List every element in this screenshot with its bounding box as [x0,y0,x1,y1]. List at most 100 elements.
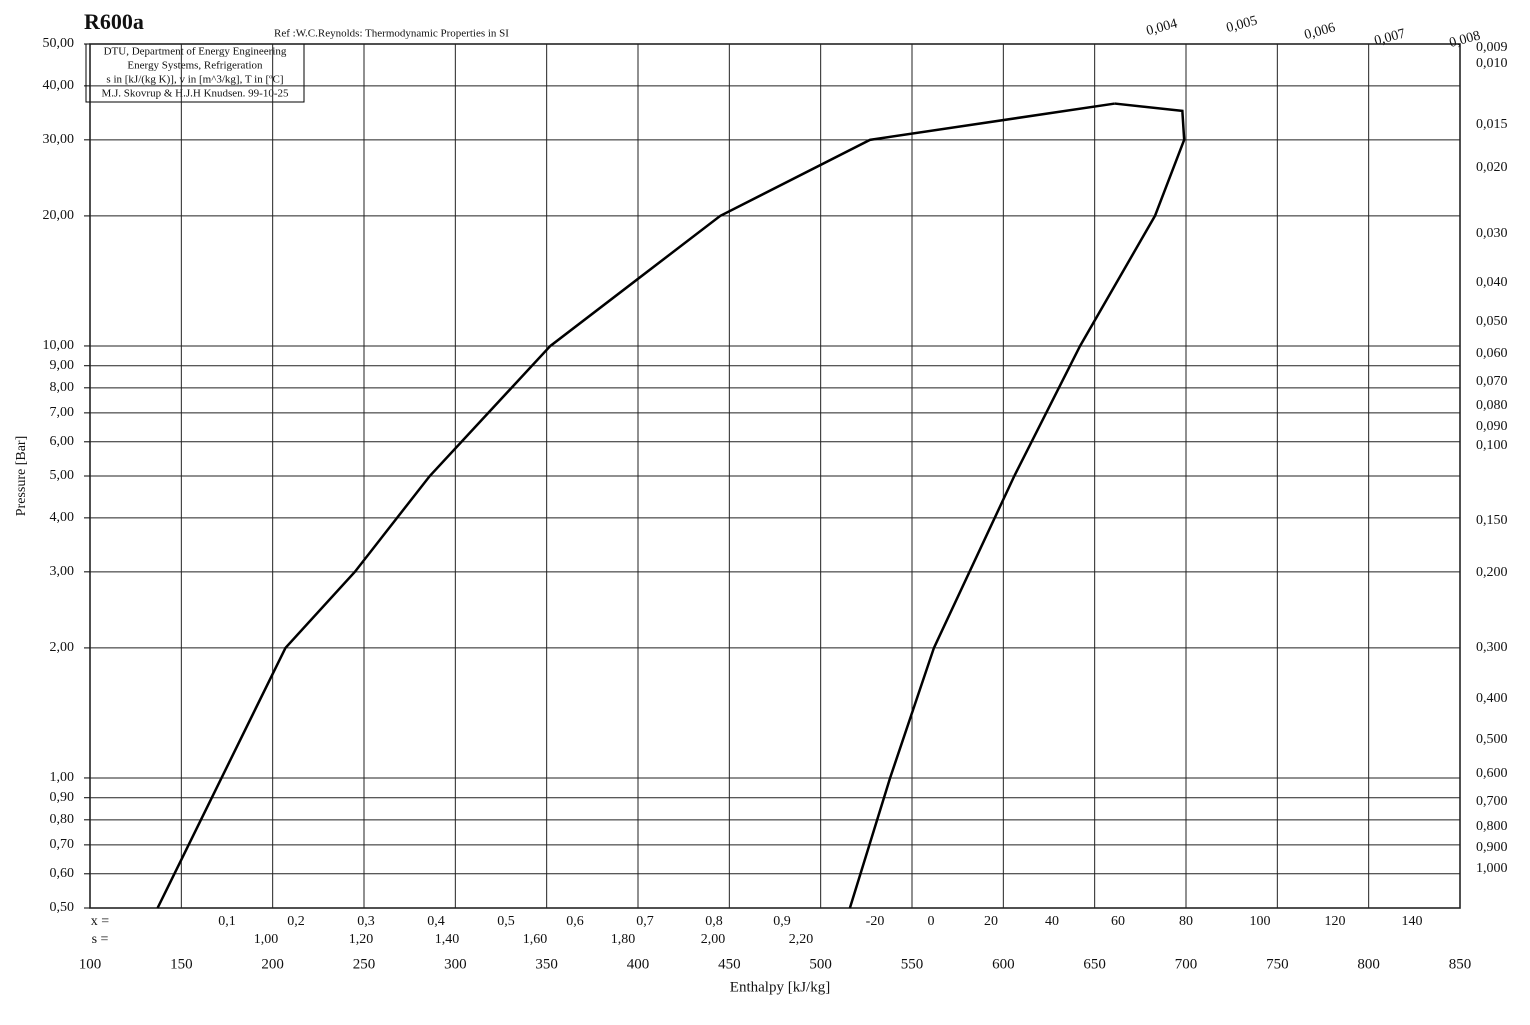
info-line: M.J. Skovrup & H.J.H Knudsen. 99-10-25 [102,88,290,100]
entropy-label: 1,60 [523,932,548,947]
x-tick-label: 600 [992,956,1015,972]
y-tick-label: 2,00 [50,640,75,655]
volume-label: 0,070 [1476,374,1508,389]
quality-label: 0,3 [357,914,375,929]
quality-label: 0,9 [773,914,791,929]
volume-label: 0,010 [1476,56,1508,71]
quality-label: 0,8 [705,914,723,929]
x-tick-label: 300 [444,956,467,972]
y-tick-label: 1,00 [50,770,75,785]
y-tick-label: 3,00 [50,564,75,579]
temperature-label: 80 [1179,914,1193,929]
x-tick-label: 150 [170,956,193,972]
x-tick-label: 200 [261,956,284,972]
quality-label: 0,5 [497,914,515,929]
entropy-label: 1,00 [254,932,279,947]
volume-label: 0,020 [1476,160,1508,175]
volume-label: 0,030 [1476,226,1508,241]
y-tick-label: 10,00 [43,338,75,353]
y-tick-label: 50,00 [43,36,75,51]
chart-subtitle: Ref :W.C.Reynolds: Thermodynamic Propert… [274,28,509,40]
x-tick-label: 500 [809,956,832,972]
y-tick-label: 5,00 [50,468,75,483]
entropy-label: 2,00 [701,932,726,947]
x-tick-label: 100 [79,956,102,972]
info-line: Energy Systems, Refrigeration [127,60,263,72]
volume-label: 0,005 [1225,13,1259,36]
volume-label: 0,500 [1476,732,1508,747]
s-row-label: s = [92,932,109,947]
volume-label: 0,300 [1476,640,1508,655]
y-axis-label: Pressure [Bar] [14,436,29,516]
x-tick-label: 750 [1266,956,1289,972]
y-tick-label: 4,00 [50,510,75,525]
y-tick-label: 7,00 [50,405,75,420]
quality-label: 0,7 [636,914,654,929]
temperature-label: 40 [1045,914,1059,929]
y-tick-label: 0,70 [50,837,75,852]
y-tick-label: 20,00 [43,208,75,223]
volume-label: 0,400 [1476,691,1508,706]
x-tick-label: 550 [901,956,924,972]
quality-label: 0,4 [427,914,445,929]
entropy-label: 1,80 [611,932,636,947]
saturation-line [848,102,1186,909]
saturation-line [156,102,1115,909]
x-tick-label: 700 [1175,956,1198,972]
x-tick-label: 650 [1083,956,1106,972]
entropy-label: 1,40 [435,932,460,947]
volume-label: 0,600 [1476,766,1508,781]
y-tick-label: 0,50 [50,900,75,915]
volume-label: 0,100 [1476,438,1508,453]
x-tick-label: 800 [1357,956,1380,972]
volume-label: 0,004 [1145,16,1179,39]
volume-label: 0,150 [1476,513,1508,528]
volume-label: 0,040 [1476,275,1508,290]
volume-label: 0,080 [1476,398,1508,413]
quality-label: 0,6 [566,914,584,929]
info-line: DTU, Department of Energy Engineering [104,46,287,58]
volume-label: 0,200 [1476,565,1508,580]
entropy-label: 2,20 [789,932,814,947]
y-tick-label: 8,00 [50,380,75,395]
volume-label: 0,060 [1476,346,1508,361]
volume-label: 0,007 [1373,26,1407,49]
temperature-label: 0 [928,914,935,929]
y-tick-label: 30,00 [43,132,75,147]
x-tick-label: 400 [627,956,650,972]
volume-label: 0,900 [1476,840,1508,855]
entropy-label: 1,20 [349,932,374,947]
volume-label: 0,090 [1476,419,1508,434]
x-axis-label: Enthalpy [kJ/kg] [730,979,830,995]
volume-label: 0,009 [1476,40,1508,55]
y-tick-label: 40,00 [43,78,75,93]
temperature-label: 20 [984,914,998,929]
info-box [85,43,305,103]
x-tick-label: 850 [1449,956,1472,972]
quality-label: 0,2 [287,914,305,929]
x-tick-label: 450 [718,956,741,972]
x-tick-label: 350 [535,956,558,972]
volume-label: 0,015 [1476,117,1508,132]
x-row-label: x = [91,914,110,929]
volume-label: 0,050 [1476,314,1508,329]
temperature-label: 100 [1250,914,1271,929]
y-tick-label: 0,90 [50,790,75,805]
volume-label: 1,000 [1476,861,1508,876]
temperature-label: 140 [1402,914,1423,929]
y-tick-label: 0,60 [50,866,75,881]
volume-label: 0,006 [1303,20,1337,43]
y-tick-label: 6,00 [50,434,75,449]
volume-label: 0,700 [1476,794,1508,809]
y-tick-label: 0,80 [50,812,75,827]
quality-label: 0,1 [218,914,236,929]
volume-label: 0,800 [1476,819,1508,834]
temperature-label: 60 [1111,914,1125,929]
info-line: s in [kJ/(kg K)], v in [m^3/kg], T in [º… [106,74,283,86]
chart-title: R600a [84,9,144,34]
y-tick-label: 9,00 [50,358,75,373]
x-tick-label: 250 [353,956,376,972]
temperature-label: 120 [1325,914,1346,929]
temperature-label: -20 [866,914,885,929]
